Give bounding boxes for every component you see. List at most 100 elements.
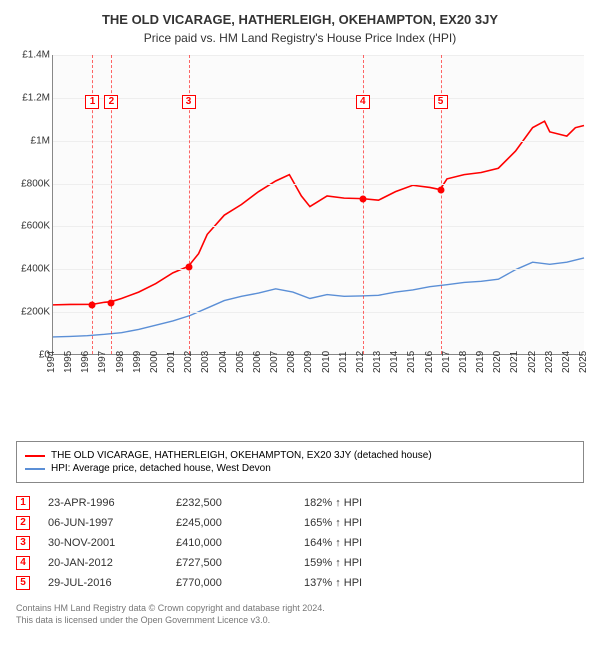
event-row-pct: 182% ↑ HPI [304,497,362,509]
x-tick-label: 2011 [338,351,349,373]
event-number-box: 4 [356,95,370,109]
y-tick-label: £200K [21,307,50,318]
x-tick-label: 1998 [115,351,126,373]
gridline [53,141,584,142]
event-row: 3 30-NOV-2001 £410,000 164% ↑ HPI [16,533,584,553]
x-tick-label: 2020 [492,351,503,373]
x-tick-label: 2019 [475,351,486,373]
event-row-pct: 165% ↑ HPI [304,517,362,529]
chart-area: £0£200K£400K£600K£800K£1M£1.2M£1.4M 1234… [16,55,584,395]
y-tick-label: £800K [21,178,50,189]
gridline [53,55,584,56]
event-row-pct: 164% ↑ HPI [304,537,362,549]
event-marker [89,302,96,309]
x-tick-label: 2024 [561,351,572,373]
y-tick-label: £400K [21,264,50,275]
event-row-num: 4 [16,556,30,570]
legend-label: HPI: Average price, detached house, West… [51,463,271,474]
event-row-price: £232,500 [176,497,286,509]
chart-container: THE OLD VICARAGE, HATHERLEIGH, OKEHAMPTO… [0,0,600,634]
event-number-box: 5 [434,95,448,109]
event-marker [359,196,366,203]
x-tick-label: 2009 [303,351,314,373]
x-tick-label: 2012 [355,351,366,373]
x-tick-label: 2025 [578,351,589,373]
legend-swatch [25,455,45,457]
x-tick-label: 2010 [321,351,332,373]
x-tick-label: 2000 [149,351,160,373]
y-tick-label: £1M [31,135,50,146]
event-row: 2 06-JUN-1997 £245,000 165% ↑ HPI [16,513,584,533]
event-row: 1 23-APR-1996 £232,500 182% ↑ HPI [16,493,584,513]
chart-subtitle: Price paid vs. HM Land Registry's House … [16,31,584,45]
event-row: 5 29-JUL-2016 £770,000 137% ↑ HPI [16,573,584,593]
x-tick-label: 1996 [80,351,91,373]
event-row-price: £245,000 [176,517,286,529]
event-row: 4 20-JAN-2012 £727,500 159% ↑ HPI [16,553,584,573]
y-tick-label: £1.4M [22,50,50,61]
gridline [53,312,584,313]
legend: THE OLD VICARAGE, HATHERLEIGH, OKEHAMPTO… [16,441,584,483]
y-tick-label: £1.2M [22,92,50,103]
event-row-date: 29-JUL-2016 [48,577,158,589]
legend-item: THE OLD VICARAGE, HATHERLEIGH, OKEHAMPTO… [25,450,575,461]
gridline [53,226,584,227]
x-tick-label: 1997 [97,351,108,373]
gridline [53,184,584,185]
event-row-num: 1 [16,496,30,510]
event-row-date: 30-NOV-2001 [48,537,158,549]
gridline [53,269,584,270]
events-table: 1 23-APR-1996 £232,500 182% ↑ HPI 2 06-JUN-19… [16,493,584,593]
event-row-price: £410,000 [176,537,286,549]
x-tick-label: 2016 [424,351,435,373]
x-tick-label: 2003 [200,351,211,373]
x-tick-label: 2005 [235,351,246,373]
series-line-subject [53,121,584,305]
legend-label: THE OLD VICARAGE, HATHERLEIGH, OKEHAMPTO… [51,450,432,461]
x-tick-label: 1995 [63,351,74,373]
x-tick-label: 2007 [269,351,280,373]
chart-title: THE OLD VICARAGE, HATHERLEIGH, OKEHAMPTO… [16,12,584,27]
x-tick-label: 2023 [544,351,555,373]
event-marker [185,264,192,271]
event-marker [437,187,444,194]
event-row-price: £727,500 [176,557,286,569]
x-tick-label: 2008 [286,351,297,373]
footer-attribution: Contains HM Land Registry data © Crown c… [16,603,584,626]
x-axis: 1994199519961997199819992000200120022003… [52,355,584,395]
x-tick-label: 2002 [183,351,194,373]
event-row-pct: 137% ↑ HPI [304,577,362,589]
legend-item: HPI: Average price, detached house, West… [25,463,575,474]
event-row-pct: 159% ↑ HPI [304,557,362,569]
x-tick-label: 1999 [132,351,143,373]
x-tick-label: 2021 [509,351,520,373]
line-svg [53,55,584,354]
x-tick-label: 2022 [527,351,538,373]
x-tick-label: 2004 [218,351,229,373]
footer-line-2: This data is licensed under the Open Gov… [16,615,584,627]
event-row-price: £770,000 [176,577,286,589]
event-number-box: 1 [85,95,99,109]
x-tick-label: 2015 [406,351,417,373]
footer-line-1: Contains HM Land Registry data © Crown c… [16,603,584,615]
x-tick-label: 2006 [252,351,263,373]
event-row-num: 3 [16,536,30,550]
event-row-num: 2 [16,516,30,530]
x-tick-label: 2013 [372,351,383,373]
x-tick-label: 1994 [46,351,57,373]
legend-swatch [25,468,45,470]
gridline [53,98,584,99]
x-tick-label: 2018 [458,351,469,373]
event-row-num: 5 [16,576,30,590]
event-number-box: 2 [104,95,118,109]
event-row-date: 06-JUN-1997 [48,517,158,529]
x-tick-label: 2001 [166,351,177,373]
x-tick-label: 2017 [441,351,452,373]
y-tick-label: £600K [21,221,50,232]
x-tick-label: 2014 [389,351,400,373]
event-marker [108,299,115,306]
y-axis: £0£200K£400K£600K£800K£1M£1.2M£1.4M [16,55,52,355]
event-row-date: 20-JAN-2012 [48,557,158,569]
event-row-date: 23-APR-1996 [48,497,158,509]
plot-area: 12345 [52,55,584,355]
